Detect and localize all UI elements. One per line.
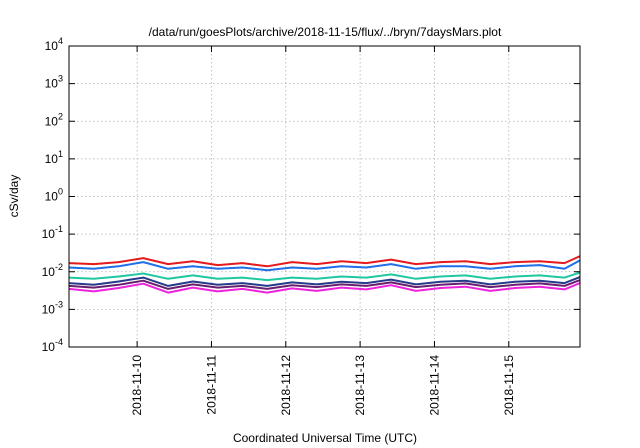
y-tick-label: 10-3 (42, 299, 63, 316)
y-tick-label: 100 (45, 187, 63, 204)
series-line-2 (68, 259, 581, 272)
series-line-5 (68, 279, 581, 290)
series-layer (68, 255, 581, 294)
grid (69, 46, 580, 347)
x-tick-label: 2018-11-13 (353, 355, 367, 416)
y-axis: 10-4 10-3 10-2 10-1 100 101 102 103 104 (42, 36, 580, 354)
y-tick-label: 102 (45, 111, 63, 128)
y-tick-label: 104 (45, 36, 63, 53)
series-line-4 (68, 276, 581, 287)
y-tick-label: 10-2 (42, 262, 63, 279)
x-tick-label: 2018-11-14 (427, 355, 441, 416)
y-tick-label: 103 (45, 74, 63, 91)
x-axis: 2018-11-10 2018-11-11 2018-11-12 2018-11-13… (130, 46, 516, 416)
y-axis-label: cSv/day (7, 175, 21, 218)
x-tick-label: 2018-11-15 (502, 355, 516, 416)
x-tick-label: 2018-11-12 (279, 355, 293, 416)
x-tick-label: 2018-11-10 (130, 355, 144, 416)
series-line-3 (68, 271, 581, 282)
chart-title: /data/run/goesPlots/archive/2018-11-15/f… (149, 25, 502, 39)
x-axis-label: Coordinated Universal Time (UTC) (233, 431, 417, 445)
x-tick-label: 2018-11-11 (204, 355, 218, 415)
series-line-1 (68, 255, 581, 268)
series-line-6 (68, 282, 581, 294)
y-tick-label: 10-4 (42, 337, 63, 354)
y-tick-label: 10-1 (42, 224, 63, 241)
y-tick-label: 101 (45, 149, 63, 166)
